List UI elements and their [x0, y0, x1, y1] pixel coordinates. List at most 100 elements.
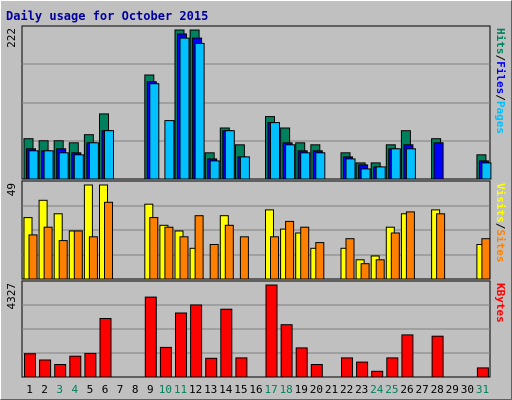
bar-pages: [179, 37, 190, 180]
day-label: 4: [71, 383, 78, 396]
bar-sites: [194, 215, 204, 280]
bar-sites: [149, 217, 159, 280]
bar-pages: [194, 42, 205, 180]
day-label: 2: [41, 383, 48, 396]
bar-sites: [405, 211, 415, 280]
legend-visits: Visits/Sites: [494, 183, 507, 263]
bar-sites: [179, 236, 189, 280]
bar-kbytes: [54, 364, 67, 378]
day-label: 14: [219, 383, 233, 396]
day-label: 7: [117, 383, 124, 396]
day-label: 27: [415, 383, 428, 396]
legend-entry: Visits: [494, 183, 507, 223]
day-label: 18: [280, 383, 293, 396]
day-label: 28: [431, 383, 444, 396]
bar-kbytes: [431, 335, 444, 378]
day-label: 17: [264, 383, 277, 396]
bar-sites: [58, 240, 68, 280]
bar-pages: [270, 122, 280, 180]
bar-kbytes: [220, 308, 233, 378]
legend-kbytes: KBytes: [494, 283, 507, 323]
bar-kbytes: [310, 364, 323, 378]
day-label: 13: [204, 383, 217, 396]
day-label: 19: [295, 383, 308, 396]
bar-kbytes: [265, 284, 278, 378]
bar-sites: [104, 201, 113, 280]
bar-kbytes: [69, 355, 82, 378]
bar-pages: [375, 166, 386, 180]
bar-pages: [481, 162, 492, 180]
bar-kbytes: [371, 370, 384, 378]
bar-kbytes: [295, 347, 308, 378]
bar-pages: [405, 148, 416, 180]
bar-sites: [360, 263, 370, 280]
bar-pages: [315, 152, 326, 180]
bar-kbytes: [401, 334, 414, 378]
ymax-label-kbytes: 4327: [5, 283, 18, 310]
day-label: 8: [132, 383, 139, 396]
legend-entry: KBytes: [494, 283, 507, 323]
bar-pages: [43, 150, 54, 180]
bar-sites: [88, 236, 98, 280]
bar-sites: [481, 238, 491, 280]
legend-entry: Files: [494, 61, 507, 94]
bar-pages: [360, 168, 371, 180]
day-label: 26: [400, 383, 413, 396]
day-label: 5: [87, 383, 94, 396]
day-label: 11: [174, 383, 187, 396]
bar-pages: [58, 152, 69, 180]
bar-pages: [88, 142, 99, 180]
ymax-label-hits: 222: [5, 28, 18, 48]
legend-entry: Hits: [494, 28, 507, 55]
bar-sites: [390, 232, 400, 280]
legend-entry: Pages: [494, 101, 507, 134]
day-label: 20: [310, 383, 323, 396]
bar-pages: [390, 148, 401, 180]
day-label: 16: [249, 383, 262, 396]
day-label: 21: [325, 383, 338, 396]
bar-visits: [83, 184, 93, 280]
bar-sites: [270, 236, 279, 280]
bar-pages: [224, 130, 235, 180]
day-label: 30: [461, 383, 474, 396]
bar-kbytes: [159, 346, 172, 378]
bar-pages: [104, 130, 114, 180]
ymax-label-visits: 49: [5, 183, 18, 196]
bar-kbytes: [144, 296, 157, 378]
bar-sites: [285, 220, 295, 280]
bar-pages: [149, 83, 160, 180]
legend-entry: /: [494, 223, 507, 230]
chart-title: Daily usage for October 2015: [6, 9, 208, 23]
bar-pages: [73, 154, 84, 180]
bar-kbytes: [39, 359, 52, 378]
day-label: 25: [385, 383, 398, 396]
day-label: 23: [355, 383, 368, 396]
bar-kbytes: [84, 352, 97, 378]
bar-kbytes: [175, 312, 187, 378]
bar-pages: [300, 152, 311, 180]
bar-kbytes: [99, 318, 112, 378]
day-label: 3: [56, 383, 63, 396]
day-label: 12: [189, 383, 202, 396]
bar-pages: [345, 158, 356, 180]
bar-pages: [285, 144, 296, 180]
day-label: 29: [446, 383, 459, 396]
bar-kbytes: [280, 324, 293, 378]
day-label: 6: [102, 383, 109, 396]
bar-sites: [73, 230, 83, 280]
day-label: 24: [370, 383, 384, 396]
bar-pages: [209, 160, 220, 180]
bar-kbytes: [386, 357, 399, 378]
bar-kbytes: [476, 367, 489, 378]
day-label: 1: [26, 383, 33, 396]
bar-sites: [375, 259, 385, 280]
day-label: 22: [340, 383, 353, 396]
bar-kbytes: [205, 357, 218, 378]
legend-hits: Hits/Files/Pages: [494, 28, 507, 134]
bar-files: [433, 142, 444, 180]
day-label: 31: [476, 383, 489, 396]
day-label: 10: [159, 383, 172, 396]
bar-kbytes: [356, 361, 369, 378]
